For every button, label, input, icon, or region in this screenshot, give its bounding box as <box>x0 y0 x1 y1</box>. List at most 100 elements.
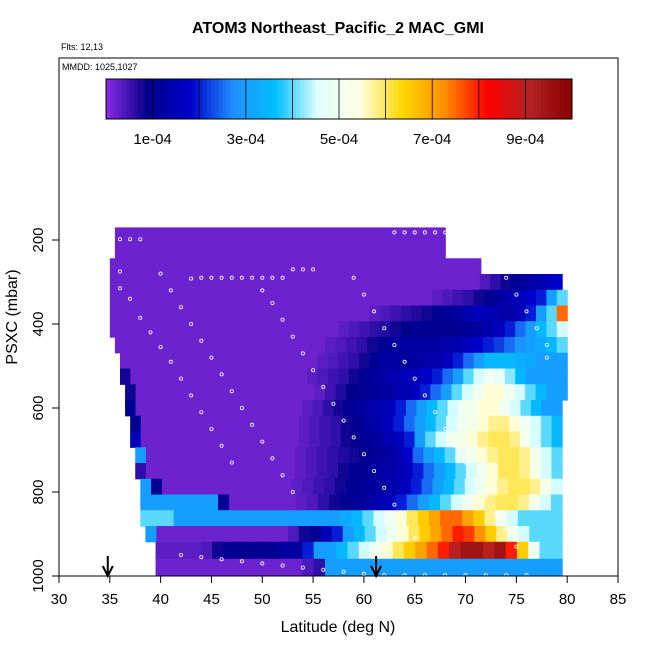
colorbar-segment <box>560 79 565 119</box>
heatmap-cell <box>517 510 530 527</box>
heatmap-cell <box>495 494 508 511</box>
heatmap-cell <box>295 494 308 511</box>
heatmap-cell <box>519 415 532 433</box>
x-tick-label: 75 <box>508 591 525 608</box>
heatmap-cell <box>284 447 296 464</box>
y-axis: 200 400 600 800 1000 <box>30 227 59 593</box>
heatmap-cell <box>556 305 568 322</box>
heatmap-cell <box>467 415 479 433</box>
heatmap-cell <box>183 478 195 496</box>
heatmap-cell <box>535 352 547 370</box>
heatmap-cell <box>251 494 264 511</box>
heatmap-cell <box>404 541 416 560</box>
heatmap-cell <box>135 463 147 480</box>
heatmap-cell <box>233 274 245 291</box>
heatmap-cell <box>370 541 383 560</box>
heatmap-cell <box>463 352 475 370</box>
heatmap-cell <box>416 400 428 417</box>
y-tick-label: 600 <box>30 395 47 420</box>
heatmap-cell <box>399 478 412 496</box>
heatmap-cell <box>440 494 452 511</box>
colorbar-segment <box>494 79 499 119</box>
heatmap-cell <box>461 384 474 401</box>
heatmap-cell <box>504 321 516 338</box>
heatmap-cell <box>336 541 349 560</box>
colorbar-segment <box>443 79 449 119</box>
heatmap-cell <box>255 368 267 385</box>
x-tick-label: 50 <box>254 591 271 608</box>
heatmap-cell <box>156 400 168 417</box>
heatmap-cell <box>359 368 371 385</box>
heatmap-cell <box>213 368 225 385</box>
heatmap-cell <box>255 321 267 338</box>
colorbar-segment <box>350 79 356 119</box>
heatmap-cell <box>419 384 431 401</box>
heatmap-cell <box>224 431 237 448</box>
heatmap-cell <box>353 400 365 417</box>
colorbar-segment <box>272 79 278 119</box>
heatmap-cell <box>172 478 185 496</box>
heatmap-cell <box>348 352 360 370</box>
heatmap-cell <box>338 368 350 385</box>
colorbar-segment <box>537 79 542 119</box>
flight-track-point <box>280 275 285 280</box>
heatmap-cell <box>345 478 358 496</box>
colorbar-tick-label: 5e-04 <box>320 131 358 148</box>
heatmap-cell <box>437 558 450 577</box>
heatmap-cell <box>505 541 518 560</box>
heatmap-cell <box>442 352 454 370</box>
colorbar-segment <box>397 79 402 119</box>
heatmap-cell <box>367 337 379 354</box>
chart-subtitle-flights: Flts: 12,13 <box>61 42 103 52</box>
heatmap-cell <box>244 289 256 307</box>
heatmap-cell <box>235 415 247 433</box>
heatmap-cell <box>535 384 547 401</box>
flight-track-point <box>128 296 133 301</box>
flight-track-point <box>290 489 295 494</box>
heatmap-cell <box>192 289 204 307</box>
colorbar-segment <box>556 79 561 119</box>
heatmap-cell <box>351 494 363 511</box>
heatmap-cell <box>276 526 289 543</box>
flight-track-point <box>280 317 285 322</box>
flight-track-point <box>260 561 265 566</box>
heatmap-cell <box>267 431 279 448</box>
flight-track-point <box>504 527 509 532</box>
colorbar-segment <box>164 79 169 119</box>
heatmap-cell <box>291 558 303 577</box>
heatmap-cell <box>140 510 153 527</box>
heatmap-cell <box>229 400 241 417</box>
heatmap-cell <box>362 494 374 511</box>
heatmap-cell <box>130 352 142 370</box>
heatmap-cell <box>428 274 440 291</box>
flight-track-point <box>443 426 448 431</box>
heatmap-cell <box>362 510 374 527</box>
heatmap-cell <box>369 305 381 322</box>
colorbar-segment <box>253 79 258 119</box>
heatmap-cell <box>317 368 329 385</box>
heatmap-cell <box>161 478 174 496</box>
heatmap-cell <box>252 463 264 480</box>
colorbar-segment <box>206 79 212 119</box>
heatmap-cell <box>314 384 326 401</box>
heatmap-cell <box>328 305 340 322</box>
position-arrows <box>101 556 382 579</box>
heatmap-cell <box>291 400 303 417</box>
heatmap-cell <box>540 463 553 480</box>
heatmap-cell <box>241 463 254 480</box>
heatmap-cell <box>359 352 371 370</box>
colorbar-segment <box>544 79 550 119</box>
heatmap-cell <box>317 305 329 322</box>
heatmap-cell <box>234 289 246 307</box>
heatmap-cell <box>378 478 390 496</box>
heatmap-cell <box>305 274 316 291</box>
colorbar-segment <box>478 79 484 119</box>
heatmap-cell <box>298 526 311 543</box>
heatmap-cell <box>463 321 475 338</box>
heatmap-cell <box>177 463 190 480</box>
flight-track-point <box>534 326 539 331</box>
heatmap-cell <box>195 494 208 511</box>
heatmap-cell <box>414 431 426 448</box>
heatmap-cell <box>395 510 408 527</box>
heatmap-cell <box>162 494 175 511</box>
